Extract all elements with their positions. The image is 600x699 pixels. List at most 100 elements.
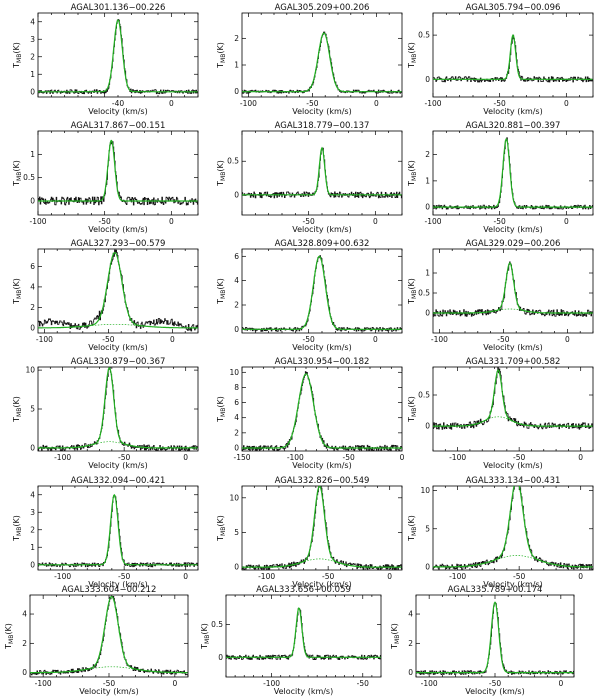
y-tick-label: 4 — [234, 276, 239, 285]
y-tick-label: 2 — [30, 303, 35, 312]
spectrum-panel: AGAL331.709+00.582 -100 -50 0 0 0.5 Velocity (… — [407, 357, 594, 470]
plot-frame — [432, 485, 594, 571]
spectrum-panel: AGAL333.134−00.431 -100 -50 0 0 5 10 Velocity (… — [407, 476, 594, 589]
panel-title: AGAL333.604−00.212 — [62, 585, 157, 595]
y-tick-label: 4 — [22, 610, 27, 619]
y-tick-label: 2 — [30, 52, 35, 61]
gaussian-fit — [433, 33, 593, 80]
x-tick-label: -100 — [431, 335, 448, 344]
x-tick-label: -50 — [118, 572, 130, 581]
x-tick-label: -50 — [497, 335, 509, 344]
y-tick-label: 0 — [425, 562, 430, 571]
y-tick-label: 1 — [30, 70, 35, 79]
y-tick-label: 10 — [420, 486, 430, 495]
wing-component — [30, 666, 188, 673]
y-tick-label: 0 — [234, 190, 239, 199]
observed-spectrum — [226, 608, 381, 660]
y-tick-label: 6 — [234, 398, 239, 407]
spectrum-panel: AGAL333.656+00.059 -100 -50 0 0.5 Velocity (k… — [200, 585, 382, 696]
y-tick-label: 1 — [425, 269, 430, 278]
observed-spectrum — [242, 31, 402, 94]
y-tick-label: 4 — [30, 282, 35, 291]
y-tick-label: 2 — [234, 301, 239, 310]
y-tick-label: 0 — [30, 560, 35, 569]
y-axis-label: TMB(K) — [216, 278, 227, 305]
x-tick-label: -100 — [421, 679, 438, 688]
plot-frame — [225, 594, 382, 678]
gaussian-fit — [242, 146, 402, 196]
y-tick-label: 2 — [234, 34, 239, 43]
x-tick-label: 0 — [400, 453, 405, 462]
y-tick-label: 0 — [22, 668, 27, 677]
y-axis-label: TMB(K) — [216, 160, 227, 187]
y-tick-label: 0 — [425, 75, 430, 84]
observed-spectrum — [38, 367, 198, 451]
x-tick-label: 0 — [172, 679, 177, 688]
y-axis-label: TMB(K) — [407, 396, 418, 423]
y-tick-label: 0 — [425, 203, 430, 212]
y-tick-label: 0 — [30, 323, 35, 332]
x-axis-label: Velocity (km/s) — [483, 461, 542, 470]
panel-title: AGAL332.826−00.549 — [275, 476, 370, 486]
x-tick-label: -100 — [449, 572, 466, 581]
spectrum-panel: AGAL301.136−00.226 -40 0 0 1 2 3 4 Velocity (km/… — [12, 3, 199, 116]
y-tick-label: 2 — [30, 525, 35, 534]
y-axis-label: TMB(K) — [12, 515, 23, 542]
spectrum-panel: AGAL329.029−00.206 -100 -50 0 0 0.5 1 Velocity … — [407, 239, 594, 352]
spectrum-panel: AGAL330.879−00.367 -100 -50 0 0 5 10 Velocity (… — [12, 357, 199, 470]
x-tick-label: -50 — [322, 572, 334, 581]
gaussian-fit — [433, 138, 593, 208]
y-tick-label: 5 — [30, 405, 35, 414]
y-tick-label: 0 — [30, 197, 35, 206]
plot-frame — [241, 130, 403, 216]
x-axis-label: Velocity (km/s) — [483, 107, 542, 116]
x-axis-label: Velocity (km/s) — [292, 580, 351, 589]
x-axis-label: Velocity (km/s) — [292, 107, 351, 116]
x-tick-label: 0 — [169, 217, 174, 226]
plot-frame — [432, 366, 594, 452]
plot-frame — [241, 366, 403, 452]
y-tick-label: 2 — [22, 639, 27, 648]
plot-frame — [415, 594, 575, 678]
plot-frame — [432, 12, 594, 98]
x-tick-label: -50 — [102, 335, 114, 344]
spectrum-panel: AGAL320.881−00.397 -100 -50 0 0 1 2 Velocity (k… — [407, 121, 594, 234]
y-tick-label: 10 — [229, 368, 239, 377]
y-tick-label: 0 — [234, 563, 239, 572]
y-tick-label: 0.5 — [23, 173, 35, 182]
x-axis-label: Velocity (km/s) — [88, 461, 147, 470]
y-tick-label: 0.5 — [418, 289, 430, 298]
plot-frame — [241, 485, 403, 571]
observed-spectrum — [433, 367, 593, 430]
x-tick-label: 0 — [558, 679, 563, 688]
observed-spectrum — [416, 602, 574, 675]
x-tick-label: -100 — [424, 99, 441, 108]
y-tick-label: 8 — [234, 383, 239, 392]
panel-title: AGAL330.879−00.367 — [71, 357, 166, 367]
wing-component — [433, 416, 593, 427]
observed-spectrum — [242, 255, 402, 332]
y-tick-label: 0 — [30, 87, 35, 96]
observed-spectrum — [38, 19, 198, 95]
y-tick-label: 1 — [30, 150, 35, 159]
x-tick-label: -100 — [240, 99, 257, 108]
y-axis-label: TMB(K) — [407, 160, 418, 187]
panel-title: AGAL329.029−00.206 — [466, 239, 561, 249]
x-axis-label: Velocity (km/s) — [292, 225, 351, 234]
x-tick-label: 0 — [564, 99, 569, 108]
x-tick-label: -50 — [118, 453, 130, 462]
y-tick-label: 4 — [30, 490, 35, 499]
wing-component — [242, 558, 402, 568]
x-tick-label: 0 — [564, 217, 569, 226]
gaussian-fit — [30, 595, 188, 674]
y-tick-label: 4 — [30, 17, 35, 26]
x-tick-label: 0 — [373, 335, 378, 344]
x-tick-label: -50 — [489, 679, 501, 688]
x-axis-label: Velocity (km/s) — [483, 580, 542, 589]
x-axis-label: Velocity (km/s) — [292, 461, 351, 470]
y-tick-label: 10 — [25, 366, 35, 375]
panel-title: AGAL305.209+00.206 — [275, 3, 370, 13]
y-tick-label: 1 — [30, 543, 35, 552]
x-tick-label: -50 — [103, 679, 115, 688]
y-tick-label: 2 — [234, 428, 239, 437]
